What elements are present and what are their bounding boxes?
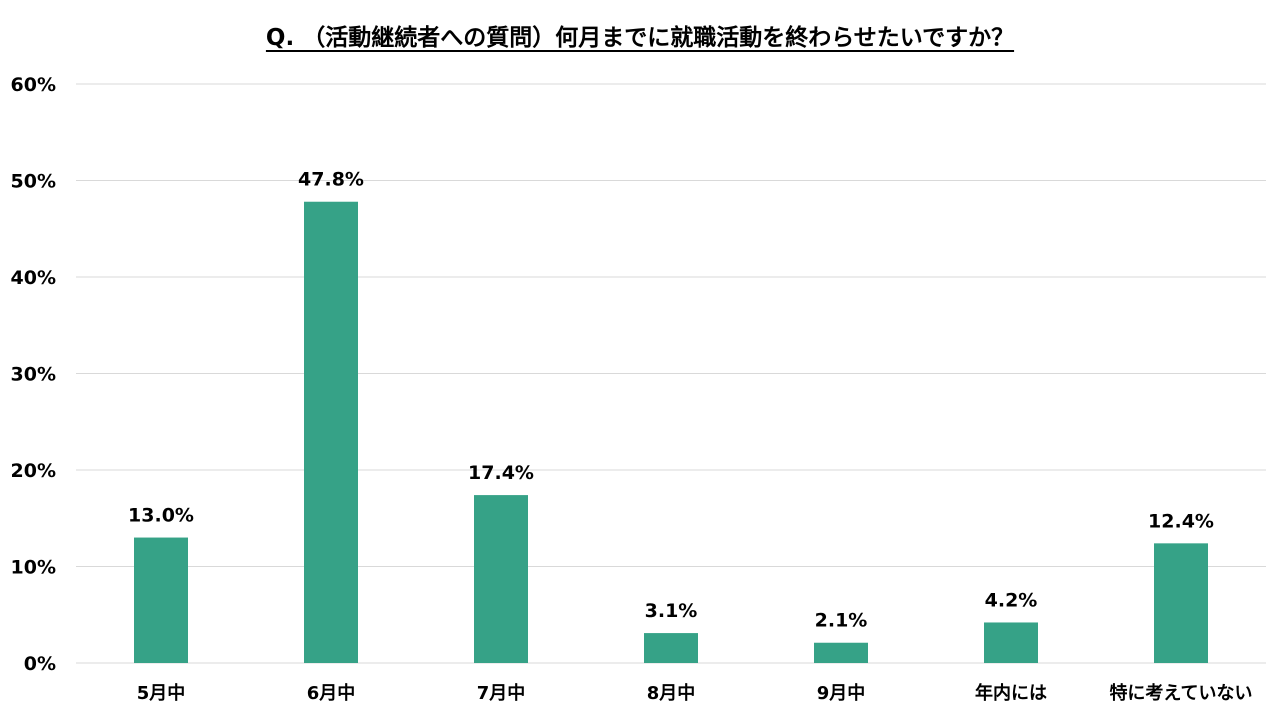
bar — [984, 622, 1038, 663]
y-tick-label: 60% — [11, 74, 56, 96]
bars — [134, 201, 1208, 664]
chart-title: Q. （活動継続者への質問）何月までに就職活動を終わらせたいですか？ — [0, 18, 1280, 52]
x-tick-label: 特に考えていない — [1109, 682, 1252, 704]
x-tick-label: 7月中 — [477, 682, 526, 704]
x-tick-label: 9月中 — [817, 682, 866, 704]
grid-lines — [76, 83, 1266, 664]
bar — [644, 633, 698, 663]
bar — [474, 495, 528, 663]
x-tick-label: 6月中 — [307, 682, 356, 704]
y-tick-label: 10% — [11, 557, 56, 579]
data-label: 2.1% — [815, 610, 868, 632]
data-label: 12.4% — [1148, 510, 1214, 532]
y-tick-label: 0% — [24, 653, 56, 675]
x-tick-label: 5月中 — [137, 682, 186, 704]
x-tick-label: 年内には — [975, 682, 1047, 704]
y-tick-label: 40% — [11, 267, 56, 289]
y-tick-label: 20% — [11, 460, 56, 482]
data-label: 13.0% — [128, 505, 194, 527]
data-label: 17.4% — [468, 462, 534, 484]
bar — [814, 642, 868, 663]
bar — [304, 201, 358, 664]
x-tick-label: 8月中 — [647, 682, 696, 704]
data-label: 47.8% — [298, 169, 364, 191]
y-tick-label: 50% — [11, 171, 56, 193]
data-labels: 13.0% 47.8% 17.4% 3.1% 2.1% 4.2% 12.4% — [128, 169, 1214, 632]
data-label: 4.2% — [985, 589, 1038, 611]
bar — [134, 537, 188, 663]
data-label: 3.1% — [645, 600, 698, 622]
bar — [1154, 543, 1208, 663]
chart-title-text: Q. （活動継続者への質問）何月までに就職活動を終わらせたいですか？ — [265, 25, 1015, 51]
y-axis-tick-labels: 0% 10% 20% 30% 40% 50% 60% — [11, 74, 56, 675]
x-axis-tick-labels: 5月中 6月中 7月中 8月中 9月中 年内には 特に考えていない — [137, 682, 1253, 704]
y-tick-label: 30% — [11, 364, 56, 386]
